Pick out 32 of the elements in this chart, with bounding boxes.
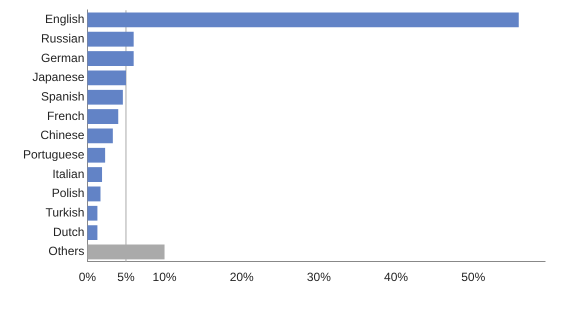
x-tick-label: 30% [306,270,332,284]
bar [87,32,134,47]
x-tick-label: 40% [384,270,408,284]
y-tick-label: Chinese [40,128,85,142]
bar [87,90,123,105]
bar [87,186,100,202]
x-tick-label: 5% [117,270,135,284]
y-tick-label: Spanish [41,90,84,104]
y-tick-label: Turkish [45,206,84,220]
bar [87,51,134,66]
y-tick-label: Dutch [53,224,84,239]
x-tick-label: 10% [152,270,177,284]
y-tick-label: German [41,50,84,65]
bar [87,128,113,144]
y-tick-label: Portuguese [22,148,85,162]
bar [87,12,519,28]
x-tick-label: 0% [78,270,96,284]
y-tick-label: Russian [41,32,84,46]
bar [87,225,98,240]
y-tick-label: Polish [52,186,84,200]
x-tick-label: 20% [230,270,254,284]
x-tick-label: 50% [461,270,486,284]
y-tick-label: English [45,12,84,26]
bar [87,70,126,86]
bar [87,148,106,163]
y-tick-label: French [47,108,84,123]
bar [87,167,102,182]
y-tick-label: Japanese [32,70,85,84]
bar [87,206,98,221]
bar [87,109,118,124]
y-tick-label: Italian [52,166,84,181]
y-tick-label: Others [48,244,84,258]
